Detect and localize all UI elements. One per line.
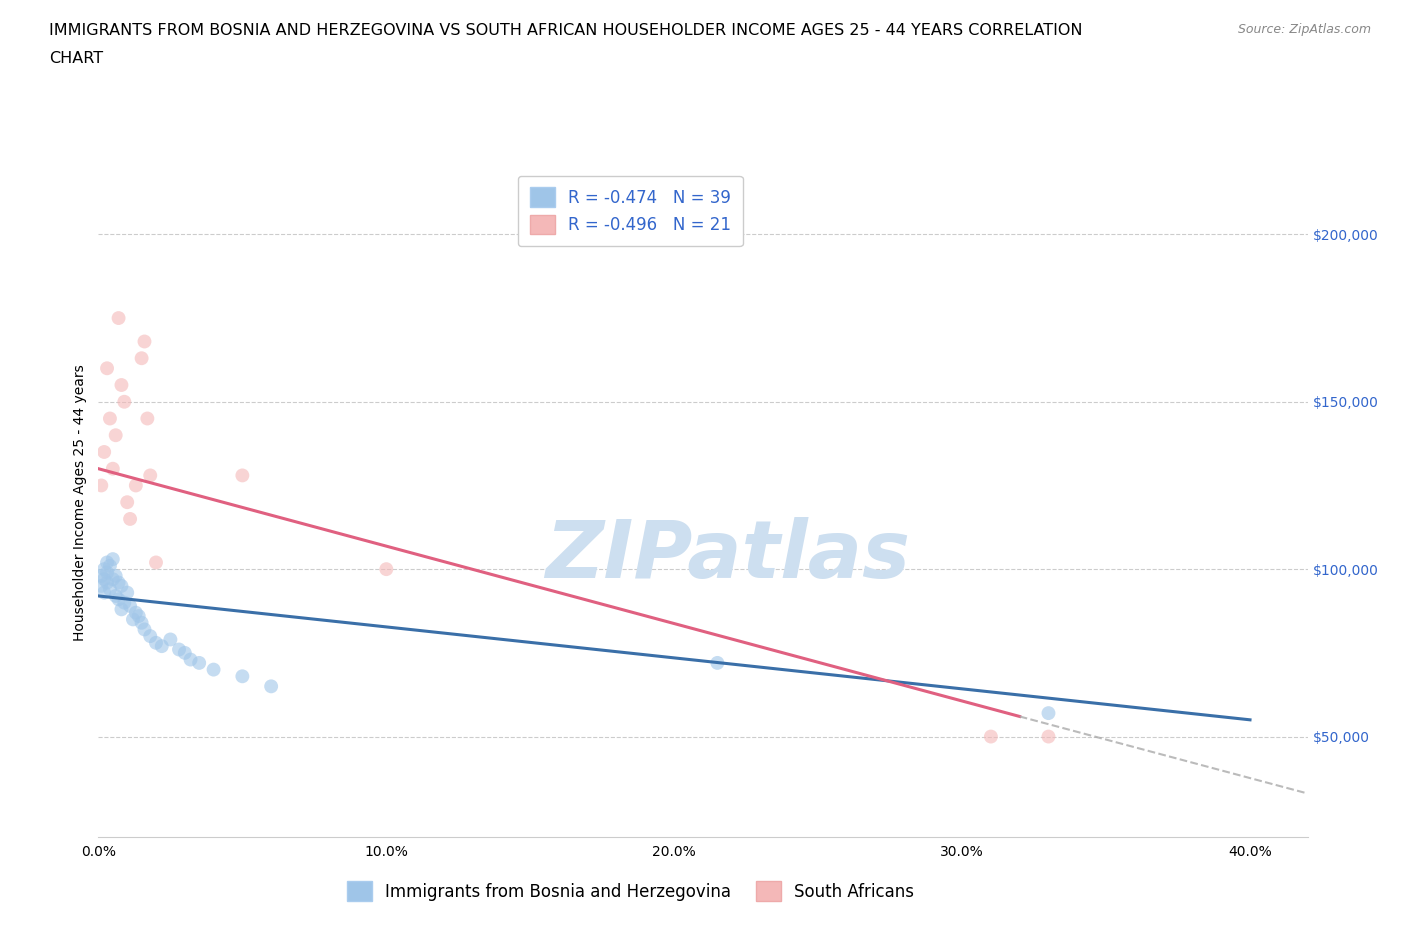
Point: [93, 572, 115, 587]
Point: [96, 565, 118, 580]
Point: [98, 411, 121, 426]
Point: [112, 394, 135, 409]
Point: [1038, 706, 1060, 721]
Point: [115, 585, 138, 600]
Point: [1038, 729, 1060, 744]
Point: [104, 428, 127, 443]
Point: [706, 656, 728, 671]
Point: [980, 729, 1002, 744]
Point: [188, 656, 211, 671]
Point: [110, 602, 132, 617]
Point: [122, 612, 145, 627]
Point: [107, 575, 129, 590]
Text: Source: ZipAtlas.com: Source: ZipAtlas.com: [1237, 23, 1371, 36]
Point: [93, 585, 115, 600]
Point: [101, 461, 124, 476]
Point: [112, 595, 135, 610]
Point: [260, 679, 283, 694]
Point: [180, 652, 202, 667]
Point: [93, 445, 115, 459]
Point: [90, 478, 112, 493]
Point: [104, 568, 127, 583]
Point: [107, 591, 129, 606]
Point: [104, 589, 127, 604]
Point: [167, 642, 190, 657]
Point: [125, 605, 148, 620]
Point: [202, 662, 225, 677]
Point: [139, 629, 162, 644]
Point: [136, 411, 159, 426]
Point: [115, 495, 138, 510]
Point: [131, 351, 153, 365]
Point: [93, 562, 115, 577]
Point: [131, 616, 153, 631]
Point: [110, 378, 132, 392]
Point: [107, 311, 129, 325]
Point: [98, 558, 121, 573]
Point: [98, 582, 121, 597]
Point: [134, 622, 156, 637]
Point: [120, 512, 142, 526]
Point: [90, 578, 112, 593]
Point: [110, 578, 132, 593]
Point: [120, 599, 142, 614]
Y-axis label: Householder Income Ages 25 - 44 years: Householder Income Ages 25 - 44 years: [73, 364, 87, 641]
Point: [375, 562, 398, 577]
Point: [150, 639, 173, 654]
Point: [134, 334, 156, 349]
Point: [101, 551, 124, 566]
Point: [139, 468, 162, 483]
Point: [96, 575, 118, 590]
Point: [125, 478, 148, 493]
Point: [145, 555, 167, 570]
Point: [128, 608, 150, 623]
Point: [101, 572, 124, 587]
Point: [231, 468, 253, 483]
Point: [145, 635, 167, 650]
Point: [96, 361, 118, 376]
Point: [159, 632, 181, 647]
Text: ZIPatlas: ZIPatlas: [544, 517, 910, 595]
Point: [173, 645, 195, 660]
Text: CHART: CHART: [49, 51, 103, 66]
Point: [231, 669, 253, 684]
Text: IMMIGRANTS FROM BOSNIA AND HERZEGOVINA VS SOUTH AFRICAN HOUSEHOLDER INCOME AGES : IMMIGRANTS FROM BOSNIA AND HERZEGOVINA V…: [49, 23, 1083, 38]
Point: [90, 568, 112, 583]
Legend: Immigrants from Bosnia and Herzegovina, South Africans: Immigrants from Bosnia and Herzegovina, …: [339, 873, 922, 909]
Point: [96, 555, 118, 570]
